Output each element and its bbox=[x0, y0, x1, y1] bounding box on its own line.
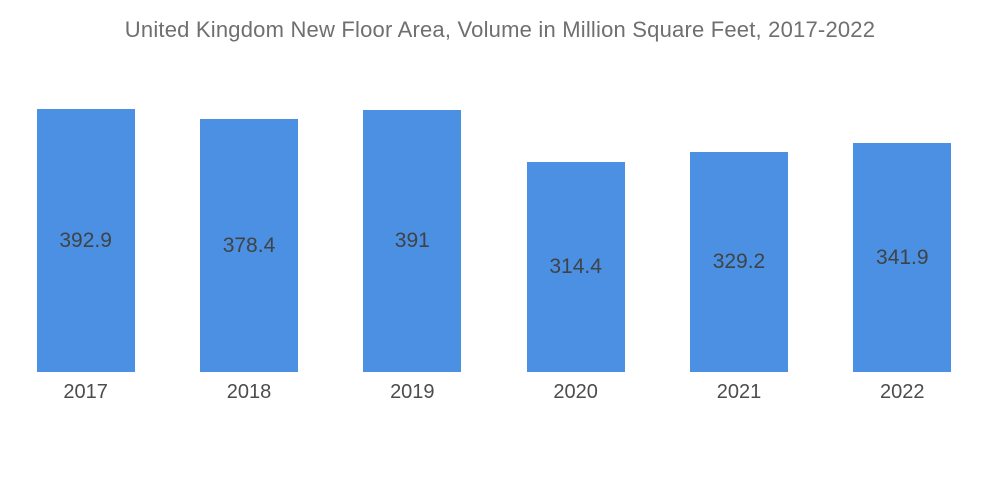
bar-value-label: 314.4 bbox=[549, 255, 602, 278]
bar-column: 314.4 2020 bbox=[494, 85, 657, 409]
bar-2021: 329.2 bbox=[689, 152, 788, 372]
bar-2022: 341.9 bbox=[853, 143, 952, 372]
bar-column: 329.2 2021 bbox=[657, 85, 820, 409]
bar-column: 392.9 2017 bbox=[4, 85, 167, 409]
bar-2019: 391 bbox=[363, 110, 462, 372]
bar-value-label: 329.2 bbox=[712, 250, 766, 273]
bar-value-label: 391 bbox=[394, 229, 430, 252]
x-axis-label: 2021 bbox=[716, 381, 762, 403]
x-axis-label: 2017 bbox=[63, 381, 108, 403]
bar-2017: 392.9 bbox=[36, 109, 135, 372]
bar-value-label: 392.9 bbox=[59, 228, 112, 252]
bar-column: 341.9 2022 bbox=[821, 85, 984, 409]
bar-2018: 378.4 bbox=[199, 119, 298, 372]
x-axis-label: 2022 bbox=[880, 381, 925, 403]
bar-value-label: 378.4 bbox=[222, 233, 276, 257]
x-axis-label: 2020 bbox=[553, 381, 598, 403]
x-axis-label: 2018 bbox=[226, 381, 272, 403]
bar-column: 378.4 2018 bbox=[167, 85, 330, 409]
x-axis-label: 2019 bbox=[390, 381, 435, 403]
chart-title: United Kingdom New Floor Area, Volume in… bbox=[124, 17, 876, 42]
bar-value-label: 341.9 bbox=[876, 245, 929, 269]
plot-area: 392.9 2017 378.4 2018 391 2019 314.4 2020 329.2 2… bbox=[4, 85, 984, 409]
bar-2020: 314.4 bbox=[526, 162, 625, 372]
bar-column: 391 2019 bbox=[331, 85, 494, 409]
